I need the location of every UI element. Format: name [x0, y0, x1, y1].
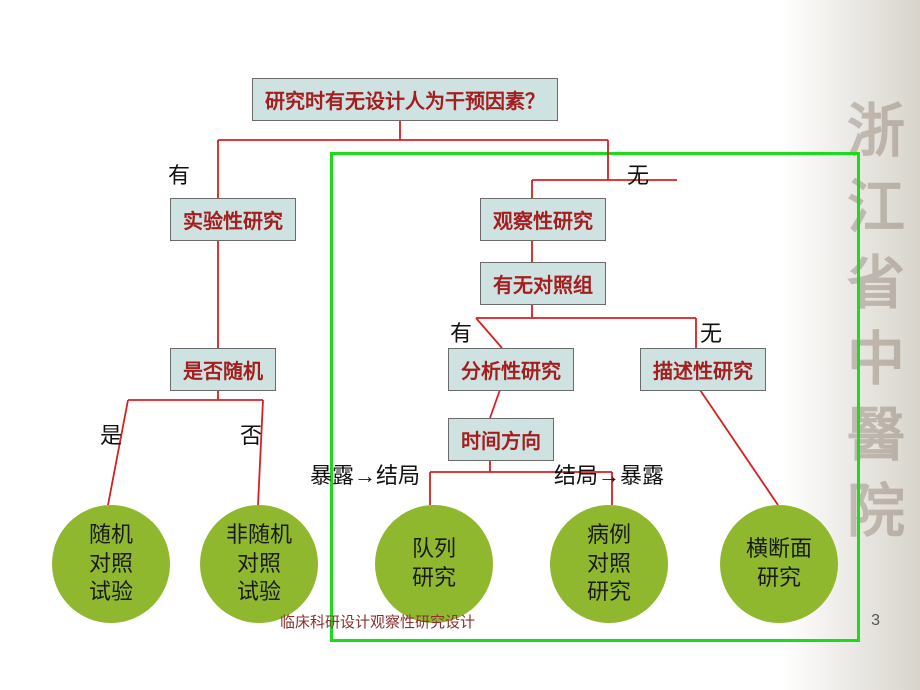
node-control-group: 有无对照组: [480, 262, 606, 305]
leaf-line: 试验: [89, 578, 133, 607]
edge-label-no: 无: [627, 158, 649, 190]
edge-label-no: 无: [700, 316, 722, 348]
leaf-cross-sectional: 横断面研究: [720, 505, 838, 623]
leaf-line: 随机: [89, 521, 133, 550]
node-randomized: 是否随机: [170, 348, 276, 391]
node-experimental: 实验性研究: [170, 198, 296, 241]
leaf-line: 横断面: [746, 535, 812, 564]
leaf-case-control: 病例对照研究: [550, 505, 668, 623]
leaf-line: 研究: [587, 578, 631, 607]
edge-label-backward: 结局→暴露: [554, 458, 664, 490]
node-analytic: 分析性研究: [448, 348, 574, 391]
node-time-direction: 时间方向: [448, 418, 554, 461]
edge-label-forward: 暴露→结局: [310, 458, 420, 490]
edge-label-yes: 有: [450, 316, 472, 348]
node-descriptive: 描述性研究: [640, 348, 766, 391]
leaf-line: 对照: [237, 550, 281, 579]
leaf-line: 研究: [412, 564, 456, 593]
edge-label-yes: 是: [100, 418, 122, 450]
edge-label-yes: 有: [168, 158, 190, 190]
leaf-line: 队列: [412, 535, 456, 564]
leaf-line: 对照: [587, 550, 631, 579]
page-number: 3: [871, 612, 880, 630]
edge-label-no: 否: [240, 418, 262, 450]
leaf-line: 非随机: [226, 521, 292, 550]
leaf-line: 病例: [587, 521, 631, 550]
node-observational: 观察性研究: [480, 198, 606, 241]
leaf-line: 对照: [89, 550, 133, 579]
leaf-line: 试验: [237, 578, 281, 607]
footer-caption: 临床科研设计观察性研究设计: [280, 611, 475, 632]
leaf-non-rct: 非随机对照试验: [200, 505, 318, 623]
leaf-rct: 随机对照试验: [52, 505, 170, 623]
node-root-question: 研究时有无设计人为干预因素？: [252, 78, 558, 121]
leaf-cohort: 队列研究: [375, 505, 493, 623]
leaf-line: 研究: [757, 564, 801, 593]
